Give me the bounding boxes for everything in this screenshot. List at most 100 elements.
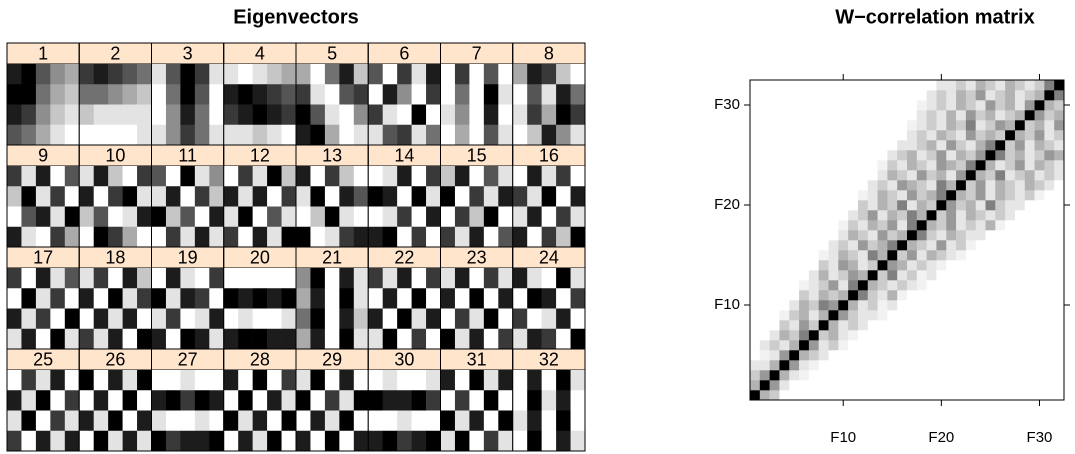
pixel	[469, 84, 485, 105]
pixel	[353, 430, 369, 452]
cell	[1005, 260, 1016, 271]
cell	[907, 290, 918, 301]
cell	[956, 110, 967, 121]
cell	[887, 180, 898, 191]
pixel	[440, 410, 456, 432]
cell	[1024, 250, 1035, 261]
pixel	[238, 268, 253, 289]
panel-label: 23	[467, 247, 487, 267]
cell	[916, 390, 927, 401]
pixel	[93, 84, 109, 105]
pixel	[541, 226, 557, 248]
cell	[799, 180, 810, 191]
pixel	[252, 64, 268, 85]
pixel	[180, 308, 196, 330]
cell	[848, 220, 859, 231]
cell	[759, 350, 770, 361]
pixel	[426, 84, 441, 105]
pixel	[151, 84, 167, 105]
pixel	[151, 268, 167, 289]
cell	[985, 220, 996, 231]
pixel	[368, 84, 383, 105]
cell	[750, 240, 761, 251]
pixel	[165, 166, 181, 187]
cell	[867, 110, 878, 121]
cell	[838, 390, 849, 401]
cell	[808, 350, 819, 361]
pixel	[79, 288, 94, 309]
pixel	[252, 104, 268, 126]
cell	[1054, 390, 1065, 401]
cell	[975, 190, 986, 201]
cell	[779, 320, 790, 331]
cell	[916, 220, 927, 231]
pixel	[527, 430, 542, 452]
cell	[887, 250, 898, 261]
pixel	[238, 84, 253, 105]
pixel	[50, 166, 66, 187]
cell	[877, 170, 888, 181]
cell	[877, 200, 888, 211]
cell	[828, 80, 839, 91]
cell	[789, 390, 800, 401]
pixel	[368, 430, 383, 452]
cell	[887, 290, 898, 301]
cell	[965, 250, 976, 261]
cell	[769, 90, 780, 101]
cell	[975, 250, 986, 261]
cell	[779, 110, 790, 121]
pixel	[570, 186, 586, 207]
cell	[867, 130, 878, 141]
cell	[916, 180, 927, 191]
cell	[808, 170, 819, 181]
cell	[789, 110, 800, 121]
pixel	[50, 64, 66, 85]
pixel	[122, 206, 138, 228]
cell	[965, 130, 976, 141]
pixel	[440, 390, 456, 411]
pixel	[411, 166, 427, 187]
pixel	[483, 328, 499, 350]
cell	[838, 310, 849, 321]
pixel	[310, 430, 326, 452]
pixel	[93, 328, 109, 350]
pixel	[382, 124, 398, 146]
pixel	[454, 328, 470, 350]
cell	[838, 270, 849, 281]
pixel	[151, 370, 167, 391]
pixel	[454, 166, 470, 187]
cell	[1034, 130, 1045, 141]
pixel	[64, 268, 80, 289]
pixel	[64, 370, 80, 391]
pixel	[454, 226, 470, 248]
pixel	[368, 124, 383, 146]
panel-label: 11	[178, 145, 197, 165]
cell	[887, 380, 898, 391]
pixel	[296, 166, 311, 187]
cell	[1005, 280, 1016, 291]
pixel	[281, 64, 297, 85]
cell	[789, 130, 800, 141]
cell	[877, 310, 888, 321]
pixel	[411, 288, 427, 309]
cell	[877, 230, 888, 241]
cell	[789, 100, 800, 111]
cell	[946, 340, 957, 351]
cell	[857, 230, 869, 241]
pixel	[238, 430, 253, 452]
cell	[985, 300, 996, 311]
cell	[867, 360, 878, 371]
cell	[897, 120, 908, 131]
pixel	[209, 124, 225, 146]
cell	[769, 210, 780, 221]
cell	[1014, 380, 1026, 391]
pixel	[137, 186, 152, 207]
pixel	[165, 410, 181, 432]
cell	[848, 160, 859, 171]
pixel	[570, 64, 586, 85]
cell	[1005, 140, 1016, 151]
pixel	[411, 84, 427, 105]
cell	[887, 240, 898, 251]
cell	[759, 320, 770, 331]
pixel	[454, 84, 470, 105]
